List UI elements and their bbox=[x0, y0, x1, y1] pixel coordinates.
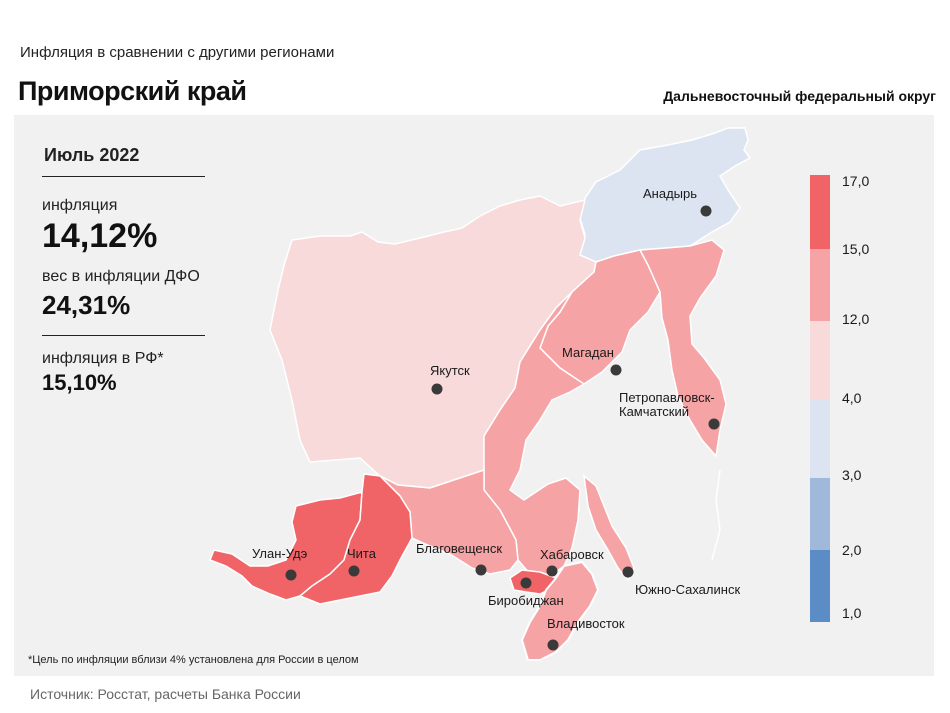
city-dot-blagoveshchensk bbox=[475, 564, 487, 576]
region-sakhalin bbox=[583, 474, 635, 582]
legend-swatch bbox=[810, 550, 830, 622]
legend-tick: 12,0 bbox=[842, 311, 869, 327]
divider bbox=[42, 176, 205, 177]
divider bbox=[42, 335, 205, 336]
page-title: Приморский край bbox=[18, 76, 247, 106]
rf-inflation-label: инфляция в РФ* bbox=[42, 350, 164, 367]
stats-block: Июль 2022 инфляция 14,12% вес в инфляции… bbox=[42, 145, 207, 396]
city-dot-ulan-ude bbox=[285, 569, 297, 581]
weight-value: 24,31% bbox=[42, 290, 131, 320]
inflation-value: 14,12% bbox=[42, 217, 158, 255]
source-note: Источник: Росстат, расчеты Банка России bbox=[30, 686, 301, 702]
city-label-ulan-ude: Улан-Удэ bbox=[252, 546, 308, 561]
city-label-chita: Чита bbox=[347, 546, 377, 561]
page-subtitle: Инфляция в сравнении с другими регионами bbox=[20, 44, 335, 61]
region-kamchatka bbox=[638, 239, 727, 458]
legend-tick: 2,0 bbox=[842, 542, 862, 558]
coastline bbox=[711, 469, 721, 561]
region-khabarovsk bbox=[483, 291, 586, 579]
city-dot-anadyr bbox=[700, 205, 712, 217]
weight-label: вес в инфляции ДФО bbox=[42, 268, 200, 285]
city-dot-birobidzhan bbox=[520, 577, 532, 589]
city-dot-magadan bbox=[610, 364, 622, 376]
city-label-blagoveshchensk: Благовещенск bbox=[416, 541, 502, 556]
city-dot-petropavlovsk bbox=[708, 418, 720, 430]
legend-tick: 4,0 bbox=[842, 390, 862, 406]
legend-tick: 15,0 bbox=[842, 241, 869, 257]
city-label-petropavlovsk-1: Петропавловск- bbox=[619, 390, 715, 405]
footnote: *Цель по инфляции вблизи 4% установлена … bbox=[28, 654, 359, 666]
region-zabaykalsky bbox=[298, 473, 413, 605]
city-dot-khabarovsk bbox=[546, 565, 558, 577]
period-label: Июль 2022 bbox=[44, 145, 140, 165]
inflation-label: инфляция bbox=[42, 197, 118, 214]
rf-inflation-value: 15,10% bbox=[42, 370, 117, 395]
city-label-yuzhno: Южно-Сахалинск bbox=[635, 582, 740, 597]
city-label-anadyr: Анадырь bbox=[643, 186, 697, 201]
city-dot-yakutsk bbox=[431, 383, 443, 395]
legend-tick: 3,0 bbox=[842, 467, 862, 483]
city-dot-yuzhno bbox=[622, 566, 634, 578]
legend-swatch bbox=[810, 399, 830, 478]
legend-swatch bbox=[810, 249, 830, 321]
legend-tick: 1,0 bbox=[842, 605, 862, 621]
district-label: Дальневосточный федеральный округ bbox=[663, 88, 936, 104]
city-label-vladivostok: Владивосток bbox=[547, 616, 625, 631]
city-label-magadan: Магадан bbox=[562, 345, 614, 360]
city-label-yakutsk: Якутск bbox=[430, 363, 470, 378]
legend-scale: 17,0 15,0 12,0 4,0 3,0 2,0 1,0 bbox=[810, 173, 869, 622]
legend-swatch bbox=[810, 478, 830, 550]
region-primorye bbox=[520, 560, 600, 661]
legend-tick: 17,0 bbox=[842, 173, 869, 189]
city-markers bbox=[285, 205, 720, 651]
city-dot-chita bbox=[348, 565, 360, 577]
city-dot-vladivostok bbox=[547, 639, 559, 651]
city-label-birobidzhan: Биробиджан bbox=[488, 593, 564, 608]
city-label-petropavlovsk-2: Камчатский bbox=[619, 404, 689, 419]
legend-swatch bbox=[810, 321, 830, 399]
city-label-khabarovsk: Хабаровск bbox=[540, 547, 604, 562]
legend-swatch bbox=[810, 175, 830, 249]
